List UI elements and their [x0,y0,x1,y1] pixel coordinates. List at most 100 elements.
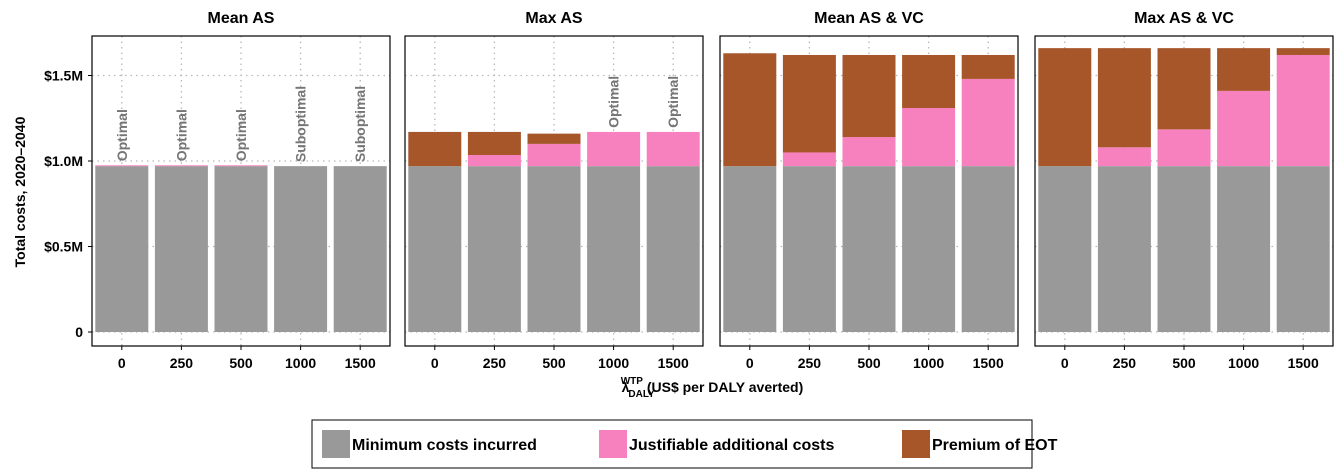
panel-3: Mean AS & VC 0 250 500 1000 1500 [719,10,1019,371]
legend-frame [311,419,1033,469]
bar-segment [527,143,581,167]
bar-segment [527,133,581,144]
bar-annotation: Optimal [114,109,130,161]
x-tick-label: 1000 [913,355,944,371]
bar-annotation: Suboptimal [352,86,368,162]
bar-segment [408,166,462,332]
bar-segment [214,166,268,332]
bar-segment [95,166,149,332]
bar-segment [782,152,836,167]
x-axis-sup: WTP [621,376,644,387]
x-tick-label: 0 [1061,355,1069,371]
bar-annotation: Optimal [233,109,249,161]
x-tick-label: 1500 [658,355,689,371]
bar-segment [1157,48,1211,130]
legend-swatch [322,430,350,458]
x-tick-label: 500 [229,355,253,371]
bar-segment [154,165,208,167]
x-tick-label: 1500 [345,355,376,371]
panel-4: Max AS & VC 0 250 500 1000 1500 [1034,10,1334,371]
bar-segment [1157,129,1211,167]
panel-plot-area [1035,36,1333,346]
bar-segment [467,166,521,332]
x-tick-label: 1500 [1288,355,1319,371]
bar-segment [1217,90,1271,167]
legend: Minimum costs incurred Justifiable additi… [311,419,1058,469]
bar-segment [782,54,836,153]
panel-title: Max AS & VC [1134,10,1234,27]
x-tick-label: 500 [857,355,881,371]
bar-segment [1276,48,1330,55]
x-axis-rest: (US$ per DALY averted) [643,379,803,395]
x-tick-label: 0 [746,355,754,371]
bar-segment [723,166,777,332]
panel-title: Max AS [525,10,583,27]
bar-segment [902,107,956,167]
panel-plot-area [92,36,390,346]
bar-segment [274,166,328,332]
panel-2: Optimal Optimal Max AS 0 250 500 1000 1500 [404,10,704,371]
bar-segment [723,53,777,167]
bar-segment [1217,166,1271,332]
legend-swatch [902,430,930,458]
panel-1: Optimal Optimal Optimal Suboptimal Suboptima… [91,10,391,371]
bar-annotation: Optimal [173,109,189,161]
y-tick-label: $1.0M [44,153,83,169]
x-tick-label: 500 [1172,355,1196,371]
x-tick-label: 250 [798,355,822,371]
bar-segment [154,166,208,332]
bar-segment [1157,166,1211,332]
y-tick-label: $1.5M [44,68,83,84]
bar-annotation: Suboptimal [293,86,309,162]
bar-segment [1038,166,1092,332]
legend-label: Minimum costs incurred [352,437,537,454]
x-axis-title: λDALY WTP (US$ per DALY averted) [621,376,804,400]
y-axis-title: Total costs, 2020–2040 [12,116,28,267]
bar-segment [587,166,641,332]
bar-segment [95,165,149,167]
bar-segment [961,54,1015,79]
y-tick-label: 0 [75,324,83,340]
panel-title: Mean AS [208,10,275,27]
bar-annotation: Optimal [606,76,622,128]
x-tick-label: 1000 [598,355,629,371]
x-tick-label: 250 [483,355,507,371]
bar-segment [842,54,896,138]
x-tick-label: 500 [542,355,566,371]
bar-segment [467,131,521,156]
bar-segment [214,165,268,167]
bar-segment [587,131,641,167]
panel-plot-area [405,36,703,346]
bar-segment [1097,48,1151,148]
legend-label: Premium of EOT [932,437,1058,454]
bar-segment [842,137,896,167]
x-tick-label: 1000 [1228,355,1259,371]
bar-annotation: Optimal [665,76,681,128]
bar-segment [1038,48,1092,167]
panel-plot-area [720,36,1018,346]
bar-segment [1217,48,1271,91]
y-axis: 0 $0.5M $1.0M $1.5M [44,68,92,340]
x-tick-label: 1000 [285,355,316,371]
bar-segment [902,166,956,332]
bar-segment [961,166,1015,332]
legend-swatch [599,430,627,458]
x-tick-label: 0 [118,355,126,371]
bar-segment [467,155,521,167]
bar-segment [646,166,700,332]
x-axis-lambda: λ [622,379,630,395]
x-tick-label: 250 [170,355,194,371]
x-axis-sub: DALY [628,389,655,400]
bar-segment [527,166,581,332]
bar-segment [961,78,1015,167]
x-tick-label: 1500 [973,355,1004,371]
panel-title: Mean AS & VC [814,10,924,27]
bar-segment [1276,166,1330,332]
x-tick-label: 250 [1113,355,1137,371]
bar-segment [902,54,956,108]
x-tick-label: 0 [431,355,439,371]
chart-panels: Optimal Optimal Optimal Suboptimal Suboptima… [44,10,1334,371]
legend-label: Justifiable additional costs [629,437,834,454]
bar-segment [1097,166,1151,332]
